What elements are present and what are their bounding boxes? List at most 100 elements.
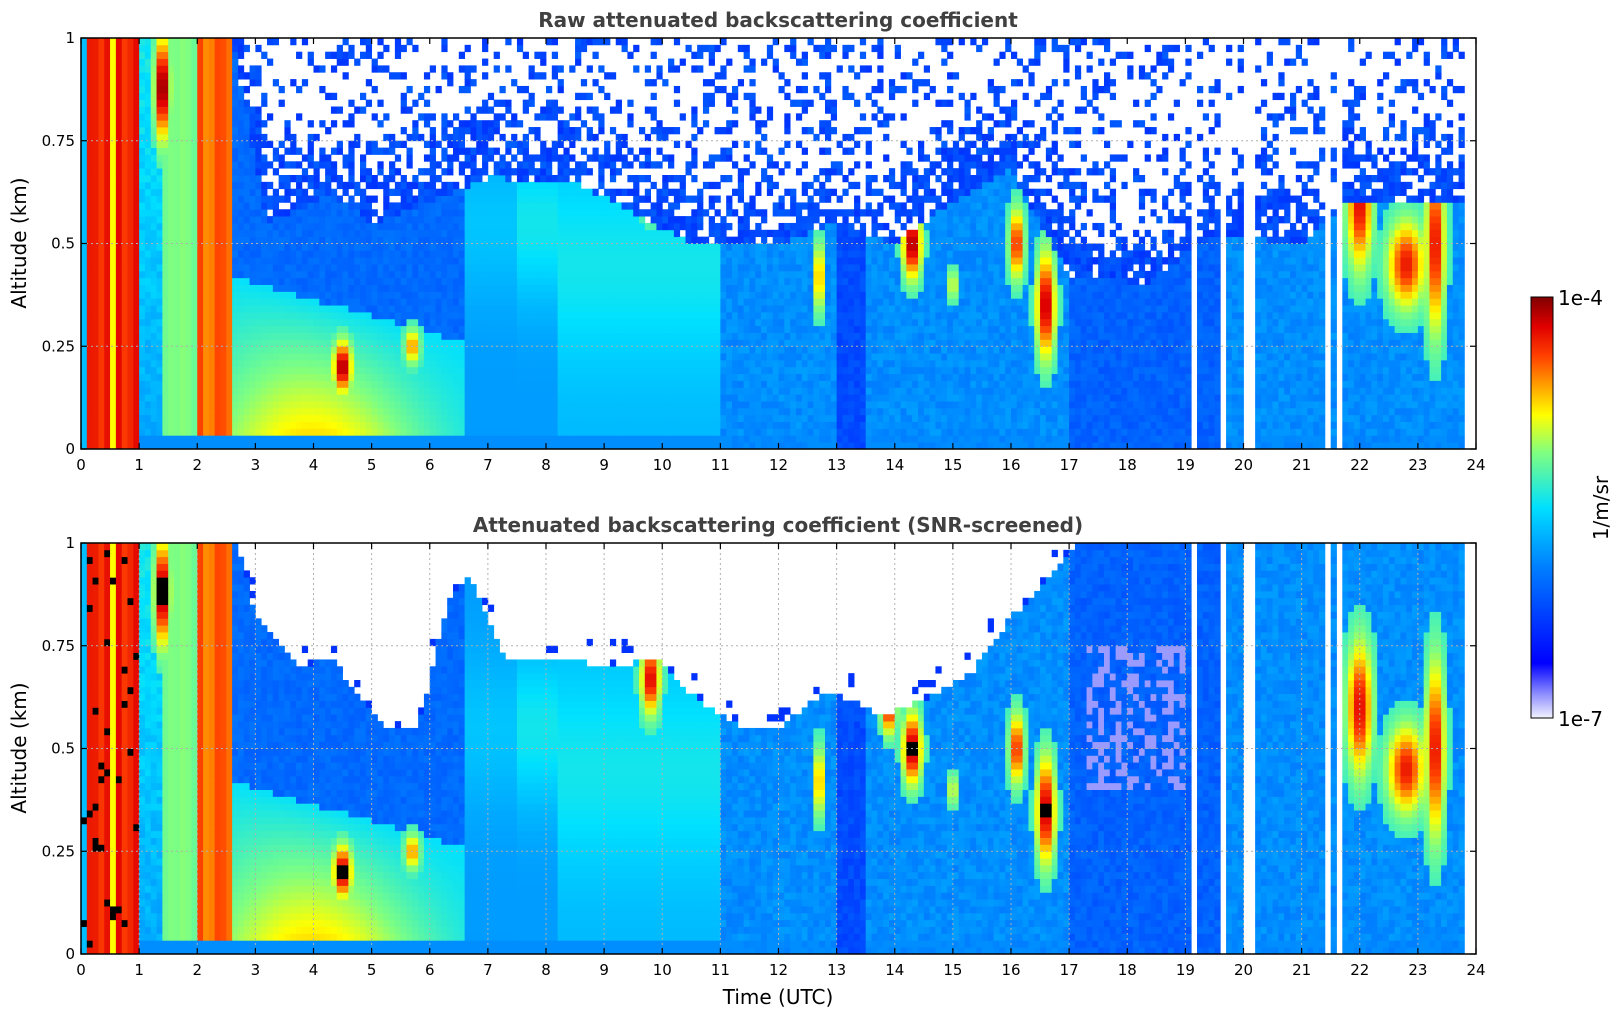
heatmap-cell xyxy=(139,325,146,333)
heatmap-cell xyxy=(110,154,117,162)
heatmap-cell xyxy=(150,284,157,292)
heatmap-cell xyxy=(412,346,419,354)
heatmap-cell xyxy=(139,85,146,94)
heatmap-cell xyxy=(232,407,239,416)
heatmap-cell xyxy=(162,346,169,354)
heatmap-cell xyxy=(563,359,570,368)
heatmap-cell xyxy=(360,318,367,327)
heatmap-cell xyxy=(551,401,559,409)
heatmap-cell xyxy=(400,387,407,395)
heatmap-cell xyxy=(499,161,506,169)
heatmap-cell xyxy=(226,270,233,279)
heatmap-cell xyxy=(185,154,192,162)
heatmap-cell xyxy=(208,38,216,46)
heatmap-cell xyxy=(104,257,111,265)
heatmap-cell xyxy=(174,202,181,210)
heatmap-cell xyxy=(615,435,622,443)
heatmap-cell xyxy=(86,243,94,251)
heatmap-cell xyxy=(557,339,564,347)
heatmap-cell xyxy=(98,264,105,272)
heatmap-cell xyxy=(604,72,611,80)
heatmap-cell xyxy=(284,346,291,354)
heatmap-cell xyxy=(598,257,605,265)
heatmap-cell xyxy=(493,175,500,183)
heatmap-cell xyxy=(598,387,605,395)
heatmap-cell xyxy=(133,202,140,210)
heatmap-cell xyxy=(604,387,611,395)
heatmap-cell xyxy=(232,38,239,46)
heatmap-cell xyxy=(325,394,332,402)
heatmap-cell xyxy=(150,147,157,155)
heatmap-cell xyxy=(476,298,483,306)
heatmap-cell xyxy=(586,325,593,333)
heatmap-cell xyxy=(569,127,576,135)
heatmap-cell xyxy=(389,270,396,279)
heatmap-cell xyxy=(441,332,448,340)
heatmap-cell xyxy=(516,318,524,327)
heatmap-cell xyxy=(580,435,588,443)
heatmap-cell xyxy=(156,264,163,272)
heatmap-cell xyxy=(267,312,274,320)
heatmap-cell xyxy=(551,339,559,347)
heatmap-cell xyxy=(185,353,192,361)
heatmap-cell xyxy=(598,366,605,375)
heatmap-cell xyxy=(325,353,332,361)
heatmap-cell xyxy=(290,318,297,327)
heatmap-cell xyxy=(586,38,593,46)
heatmap-cell xyxy=(110,168,117,176)
heatmap-cell xyxy=(418,236,425,244)
heatmap-cell xyxy=(121,387,128,395)
heatmap-cell xyxy=(580,373,588,381)
heatmap-cell xyxy=(412,414,419,422)
heatmap-cell xyxy=(458,202,466,210)
heatmap-cell xyxy=(453,414,460,422)
heatmap-cell xyxy=(237,222,245,231)
heatmap-cell xyxy=(487,318,495,327)
heatmap-cell xyxy=(92,99,99,107)
heatmap-cell xyxy=(470,168,477,176)
heatmap-cell xyxy=(313,250,320,258)
heatmap-cell xyxy=(423,332,431,340)
heatmap-cell xyxy=(499,394,506,402)
heatmap-cell xyxy=(540,387,547,395)
heatmap-cell xyxy=(493,421,500,429)
heatmap-cell xyxy=(162,421,169,429)
heatmap-cell xyxy=(458,264,466,272)
heatmap-cell xyxy=(598,161,605,169)
heatmap-cell xyxy=(499,291,506,299)
heatmap-cell xyxy=(150,250,157,258)
heatmap-cell xyxy=(383,216,390,224)
heatmap-cell xyxy=(144,394,152,402)
heatmap-cell xyxy=(458,257,466,265)
heatmap-cell xyxy=(296,284,303,292)
heatmap-cell xyxy=(575,325,582,333)
heatmap-cell xyxy=(394,387,402,395)
heatmap-cell xyxy=(534,339,541,347)
heatmap-cell xyxy=(639,243,646,251)
heatmap-cell xyxy=(563,168,570,176)
heatmap-cell xyxy=(441,318,448,327)
heatmap-cell xyxy=(551,407,559,416)
heatmap-cell xyxy=(214,222,221,231)
heatmap-cell xyxy=(290,421,297,429)
heatmap-cell xyxy=(569,325,576,333)
heatmap-cell xyxy=(383,65,390,73)
heatmap-cell xyxy=(383,401,390,409)
heatmap-cell xyxy=(92,291,99,299)
heatmap-cell xyxy=(348,359,355,368)
heatmap-cell xyxy=(621,44,628,53)
heatmap-cell xyxy=(394,353,402,361)
heatmap-cell xyxy=(360,154,367,162)
heatmap-cell xyxy=(458,85,466,94)
heatmap-cell xyxy=(575,133,582,142)
heatmap-cell xyxy=(633,229,640,238)
heatmap-cell xyxy=(569,195,576,203)
heatmap-cell xyxy=(307,291,314,299)
heatmap-cell xyxy=(598,277,605,285)
heatmap-cell xyxy=(336,264,343,272)
heatmap-cell xyxy=(191,140,198,148)
heatmap-cell xyxy=(98,373,105,381)
heatmap-cell xyxy=(627,188,634,196)
heatmap-cell xyxy=(144,154,152,162)
heatmap-cell xyxy=(394,442,402,450)
